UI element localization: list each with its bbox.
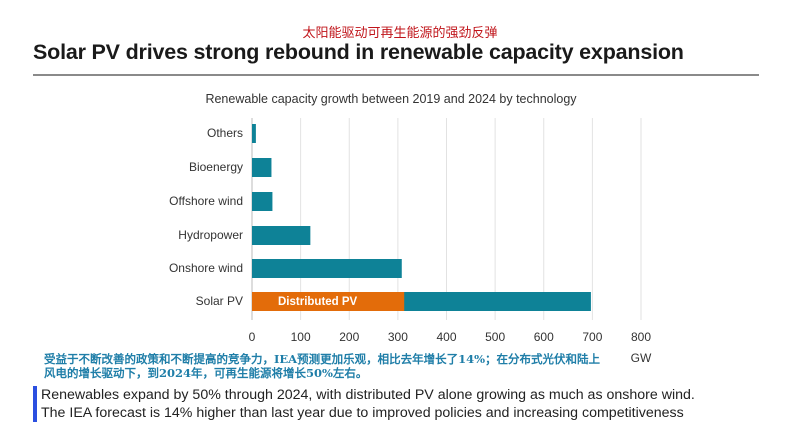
english-note: Renewables expand by 50% through 2024, w… bbox=[33, 386, 695, 422]
bar-chart: Renewable capacity growth between 2019 a… bbox=[169, 92, 652, 365]
segment-label: Distributed PV bbox=[278, 296, 358, 308]
x-axis-unit: GW bbox=[631, 351, 652, 365]
chinese-title: 太阳能驱动可再生能源的强劲反弹 bbox=[302, 26, 498, 41]
bar-onshore-wind bbox=[252, 259, 402, 278]
x-tick-label: 300 bbox=[388, 330, 408, 344]
note-line-2: The IEA forecast is 14% higher than last… bbox=[41, 405, 684, 421]
x-tick-label: 100 bbox=[291, 330, 311, 344]
category-label: Solar PV bbox=[196, 294, 243, 308]
title-divider bbox=[33, 74, 759, 76]
category-label: Offshore wind bbox=[169, 194, 243, 208]
category-label: Bioenergy bbox=[189, 160, 243, 174]
chinese-note: 受益于不断改善的政策和不断提高的竞争力，IEA预测更加乐观，相比去年增长了14%… bbox=[44, 352, 600, 380]
page-title: Solar PV drives strong rebound in renewa… bbox=[33, 40, 684, 64]
bar-segment-distributed-pv bbox=[252, 292, 405, 311]
bar-bioenergy bbox=[252, 158, 272, 177]
x-tick-label: 200 bbox=[339, 330, 359, 344]
x-tick-label: 0 bbox=[249, 330, 256, 344]
chart-title: Renewable capacity growth between 2019 a… bbox=[205, 92, 577, 106]
category-label: Others bbox=[207, 126, 243, 140]
x-tick-label: 500 bbox=[485, 330, 505, 344]
x-tick-label: 400 bbox=[436, 330, 456, 344]
bar-hydropower bbox=[252, 226, 311, 245]
category-label: Onshore wind bbox=[169, 261, 243, 275]
x-tick-label: 700 bbox=[582, 330, 602, 344]
note-line-1: Renewables expand by 50% through 2024, w… bbox=[41, 387, 695, 403]
bar-others bbox=[252, 124, 256, 143]
x-tick-label: 600 bbox=[534, 330, 554, 344]
bar-offshore-wind bbox=[252, 192, 273, 211]
x-tick-label: 800 bbox=[631, 330, 651, 344]
category-label: Hydropower bbox=[178, 228, 243, 242]
